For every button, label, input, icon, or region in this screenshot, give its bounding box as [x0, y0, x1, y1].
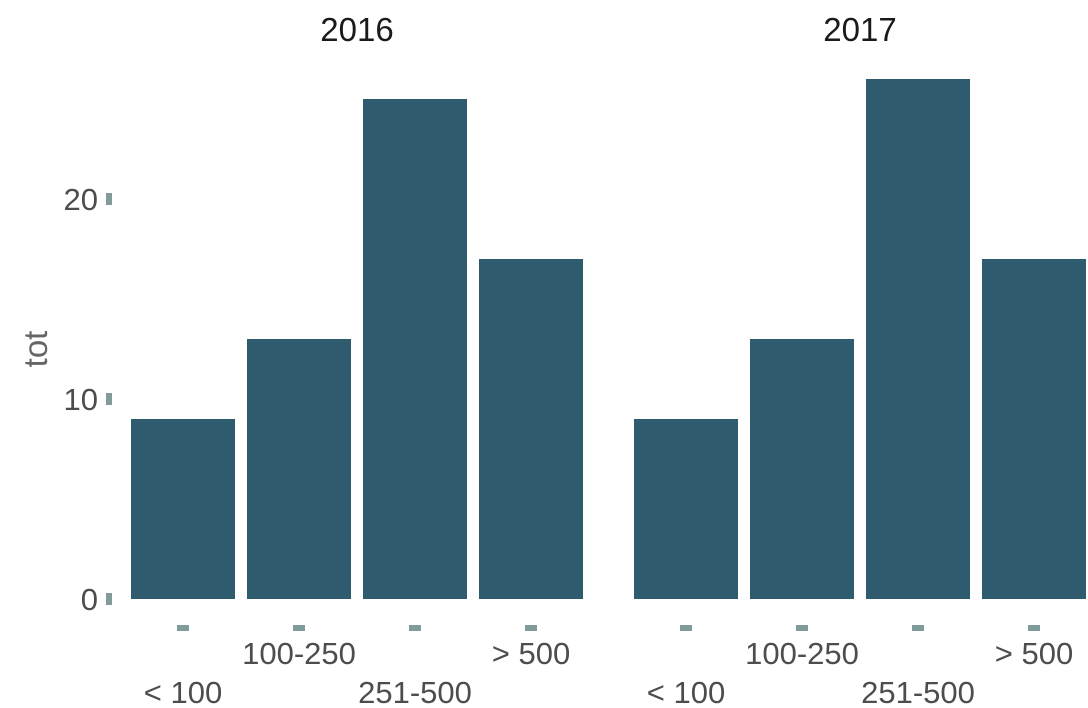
y-axis-tick — [106, 193, 112, 205]
y-axis-title: tot — [17, 331, 54, 368]
x-tick-label: 100-250 — [242, 636, 356, 671]
x-axis-tick — [680, 625, 692, 631]
x-axis-tick — [796, 625, 808, 631]
x-axis-tick — [409, 625, 421, 631]
y-axis-tick — [106, 593, 112, 605]
y-axis-tick — [106, 393, 112, 405]
x-tick-label: < 100 — [144, 675, 222, 708]
bar-2016-3 — [479, 259, 583, 599]
x-tick-label: 251-500 — [861, 675, 975, 708]
y-tick-label: 0 — [81, 582, 98, 617]
bar-2017-3 — [982, 259, 1086, 599]
x-tick-label: 251-500 — [358, 675, 472, 708]
x-axis-tick — [177, 625, 189, 631]
x-axis-tick — [525, 625, 537, 631]
bar-2017-0 — [634, 419, 738, 599]
x-tick-label: < 100 — [647, 675, 725, 708]
bar-2017-2 — [866, 79, 970, 599]
facet-title-2017: 2017 — [823, 11, 896, 48]
bar-2016-1 — [247, 339, 351, 599]
x-axis-tick — [912, 625, 924, 631]
y-tick-label: 10 — [64, 382, 98, 417]
x-axis-tick — [293, 625, 305, 631]
x-tick-label: > 500 — [492, 636, 570, 671]
bar-2016-2 — [363, 99, 467, 599]
y-tick-label: 20 — [64, 182, 98, 217]
bar-2016-0 — [131, 419, 235, 599]
x-tick-label: 100-250 — [745, 636, 859, 671]
x-tick-label: > 500 — [995, 636, 1073, 671]
facet-title-2016: 2016 — [320, 11, 393, 48]
bar-2017-1 — [750, 339, 854, 599]
x-axis-tick — [1028, 625, 1040, 631]
